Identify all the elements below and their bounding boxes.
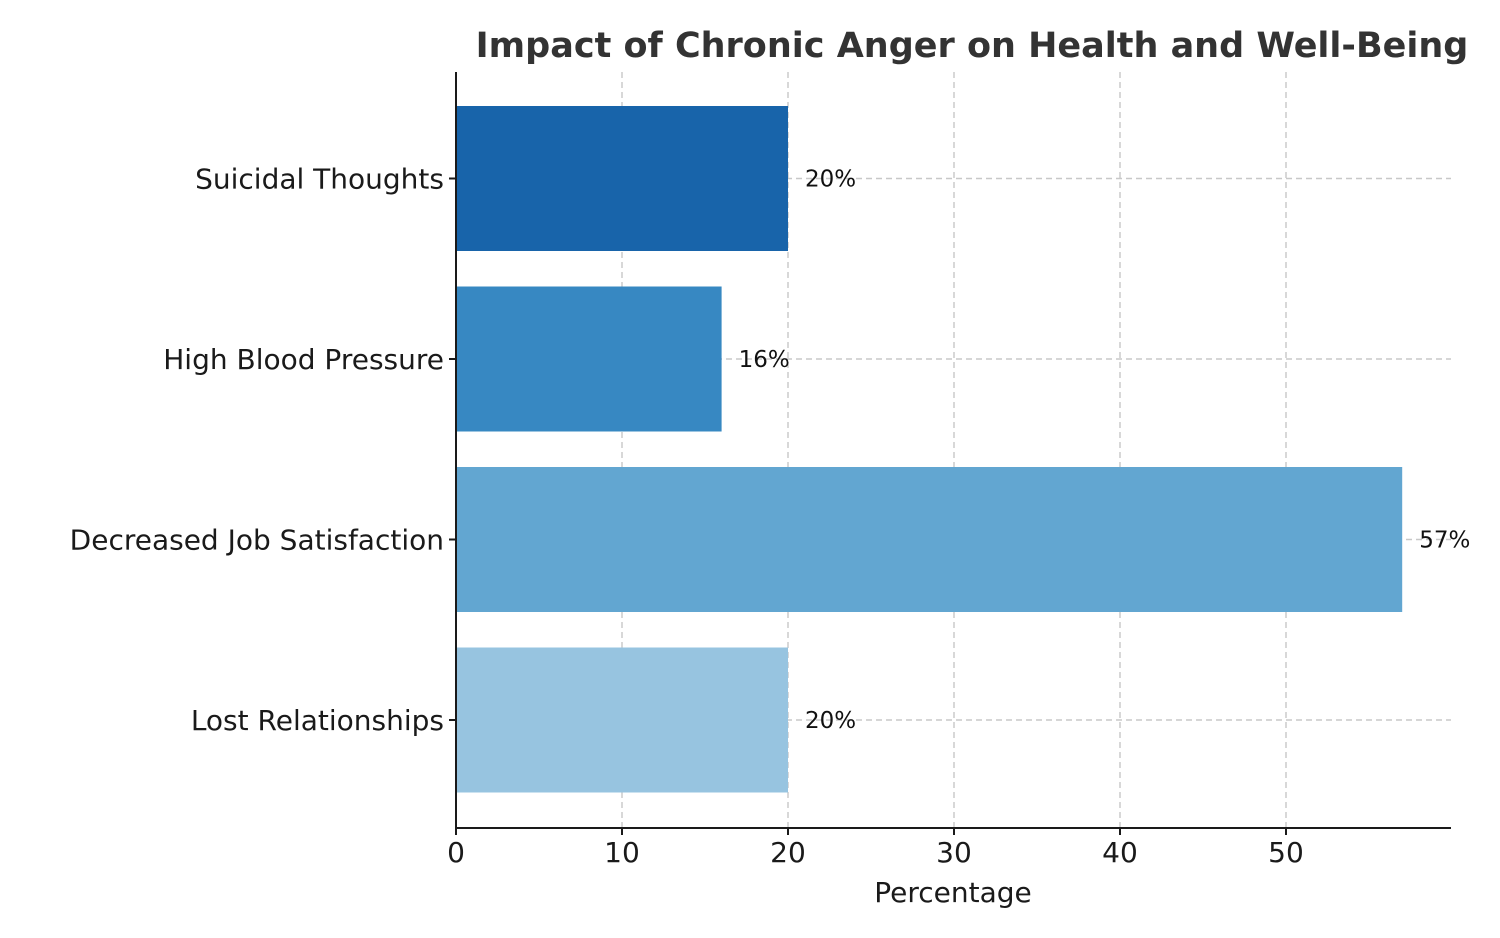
- x-tick-label: 40: [1102, 836, 1138, 869]
- category-label: Suicidal Thoughts: [195, 163, 444, 196]
- x-axis-label: Percentage: [874, 876, 1032, 909]
- x-tick-label: 50: [1268, 836, 1304, 869]
- value-label: 57%: [1419, 528, 1470, 554]
- value-label: 20%: [805, 167, 856, 193]
- bar: [456, 467, 1403, 612]
- bar: [456, 286, 722, 432]
- category-label: High Blood Pressure: [163, 343, 444, 376]
- value-label: 20%: [805, 708, 856, 734]
- x-tick-label: 0: [447, 836, 465, 869]
- bar: [456, 106, 788, 251]
- category-label: Decreased Job Satisfaction: [70, 524, 444, 557]
- bars: [456, 106, 1403, 793]
- labels: 0 10 20 30 40 50 Lost Relationships 20% Decrease…: [70, 163, 1471, 870]
- x-tick-label: 30: [936, 836, 972, 869]
- value-label: 16%: [739, 347, 790, 373]
- chart-title: Impact of Chronic Anger on Health and We…: [476, 26, 1469, 66]
- x-tick-label: 20: [770, 836, 806, 869]
- bar: [456, 647, 788, 793]
- x-tick-label: 10: [604, 836, 640, 869]
- category-label: Lost Relationships: [191, 704, 444, 737]
